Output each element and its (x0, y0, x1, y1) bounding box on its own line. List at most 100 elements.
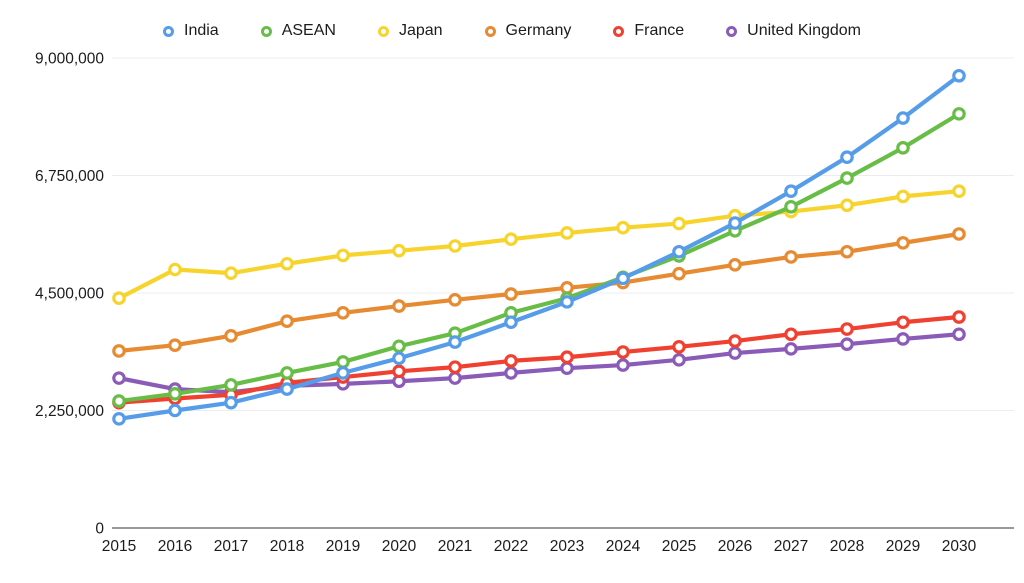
data-point-asean (336, 355, 350, 369)
data-point-japan (168, 262, 182, 277)
legend-label: India (184, 22, 219, 39)
legend-item-germany: Germany (484, 22, 572, 40)
x-axis-tick-label: 2020 (382, 538, 417, 555)
x-axis-tick-label: 2022 (494, 538, 528, 555)
legend-item-india: India (163, 22, 219, 40)
x-axis-tick-label: 2016 (158, 538, 192, 555)
data-point-india (560, 295, 574, 309)
x-axis-tick-label: 2030 (942, 538, 977, 555)
data-point-japan (224, 266, 238, 280)
x-axis-tick-label: 2017 (214, 538, 248, 555)
data-point-germany (672, 266, 686, 281)
data-point-india (504, 315, 518, 330)
x-axis-tick-label: 2024 (606, 538, 641, 555)
data-point-france (728, 334, 742, 348)
legend-marker-icon (260, 25, 272, 37)
data-point-germany (280, 314, 294, 328)
data-point-france (896, 315, 910, 330)
data-point-asean (168, 386, 182, 401)
data-point-india (112, 412, 126, 426)
legend-item-france: France (613, 22, 684, 40)
legend-marker-icon (613, 25, 625, 37)
chart-legend: India ASEAN Japan Germany France United Kingd… (0, 22, 1024, 40)
legend-label: Germany (505, 22, 572, 39)
data-point-germany (448, 292, 462, 307)
data-point-germany (784, 250, 798, 264)
data-point-asean (112, 394, 126, 408)
legend-marker-icon (377, 25, 389, 37)
data-point-india (392, 351, 406, 366)
series-line-asean (116, 111, 962, 404)
data-point-france (504, 354, 518, 368)
data-point-france (448, 360, 462, 374)
x-axis-tick-label: 2027 (774, 538, 808, 555)
data-point-india (616, 271, 630, 286)
data-point-india (952, 68, 966, 83)
data-point-japan (112, 291, 126, 306)
legend-marker-icon (163, 25, 174, 37)
data-point-india (784, 184, 798, 198)
data-point-united-kingdom (616, 358, 630, 372)
data-point-japan (280, 256, 294, 271)
x-axis-tick-label: 2026 (718, 538, 752, 555)
y-axis-tick-label: 0 (95, 521, 104, 538)
legend-marker-icon (484, 25, 496, 37)
legend-label: ASEAN (281, 22, 336, 39)
data-point-germany (840, 244, 854, 259)
data-point-japan (840, 198, 854, 213)
x-axis-tick-label: 2021 (438, 538, 472, 555)
data-point-united-kingdom (560, 361, 574, 375)
data-point-india (168, 403, 182, 418)
x-axis-tick-label: 2015 (102, 538, 136, 555)
data-point-germany (896, 236, 910, 250)
data-point-france (616, 345, 630, 359)
data-point-asean (224, 378, 238, 392)
x-axis-tick-label: 2025 (662, 538, 696, 555)
data-point-asean (280, 366, 294, 380)
data-point-japan (336, 248, 350, 263)
data-point-germany (224, 329, 238, 343)
y-axis-tick-label: 6,750,000 (35, 168, 104, 185)
data-point-japan (392, 243, 406, 258)
x-axis-tick-label: 2023 (550, 538, 584, 555)
x-axis-tick-label: 2029 (886, 538, 920, 555)
data-point-france (952, 310, 966, 324)
y-axis-tick-label: 9,000,000 (35, 51, 104, 68)
y-axis-tick-label: 4,500,000 (35, 286, 104, 303)
data-point-japan (672, 216, 686, 231)
legend-item-united-kingdom: United Kingdom (726, 22, 861, 40)
data-point-india (728, 216, 742, 230)
data-point-united-kingdom (672, 353, 686, 367)
data-point-united-kingdom (728, 346, 742, 360)
x-axis-tick-label: 2019 (326, 538, 360, 555)
data-point-japan (504, 232, 518, 247)
data-point-united-kingdom (448, 371, 462, 385)
data-point-germany (504, 287, 518, 301)
data-point-asean (952, 107, 966, 121)
data-point-germany (952, 227, 966, 241)
series-line-france (116, 314, 962, 405)
series-line-india (116, 73, 962, 421)
data-point-germany (560, 280, 574, 295)
data-point-france (560, 350, 574, 365)
data-point-japan (616, 220, 630, 235)
data-point-japan (952, 184, 966, 198)
data-point-india (280, 382, 294, 396)
x-axis-tick-label: 2028 (830, 538, 864, 555)
data-point-india (336, 366, 350, 380)
data-point-france (840, 322, 854, 336)
data-point-united-kingdom (952, 327, 966, 342)
data-point-france (672, 339, 686, 354)
data-point-india (896, 111, 910, 125)
x-axis-tick-label: 2018 (270, 538, 304, 555)
data-point-japan (448, 239, 462, 253)
legend-item-asean: ASEAN (260, 22, 336, 40)
series-line-germany (116, 231, 962, 354)
data-point-united-kingdom (784, 342, 798, 356)
data-point-japan (560, 226, 574, 240)
data-point-india (840, 150, 854, 165)
data-point-japan (896, 189, 910, 204)
data-point-united-kingdom (112, 371, 126, 385)
